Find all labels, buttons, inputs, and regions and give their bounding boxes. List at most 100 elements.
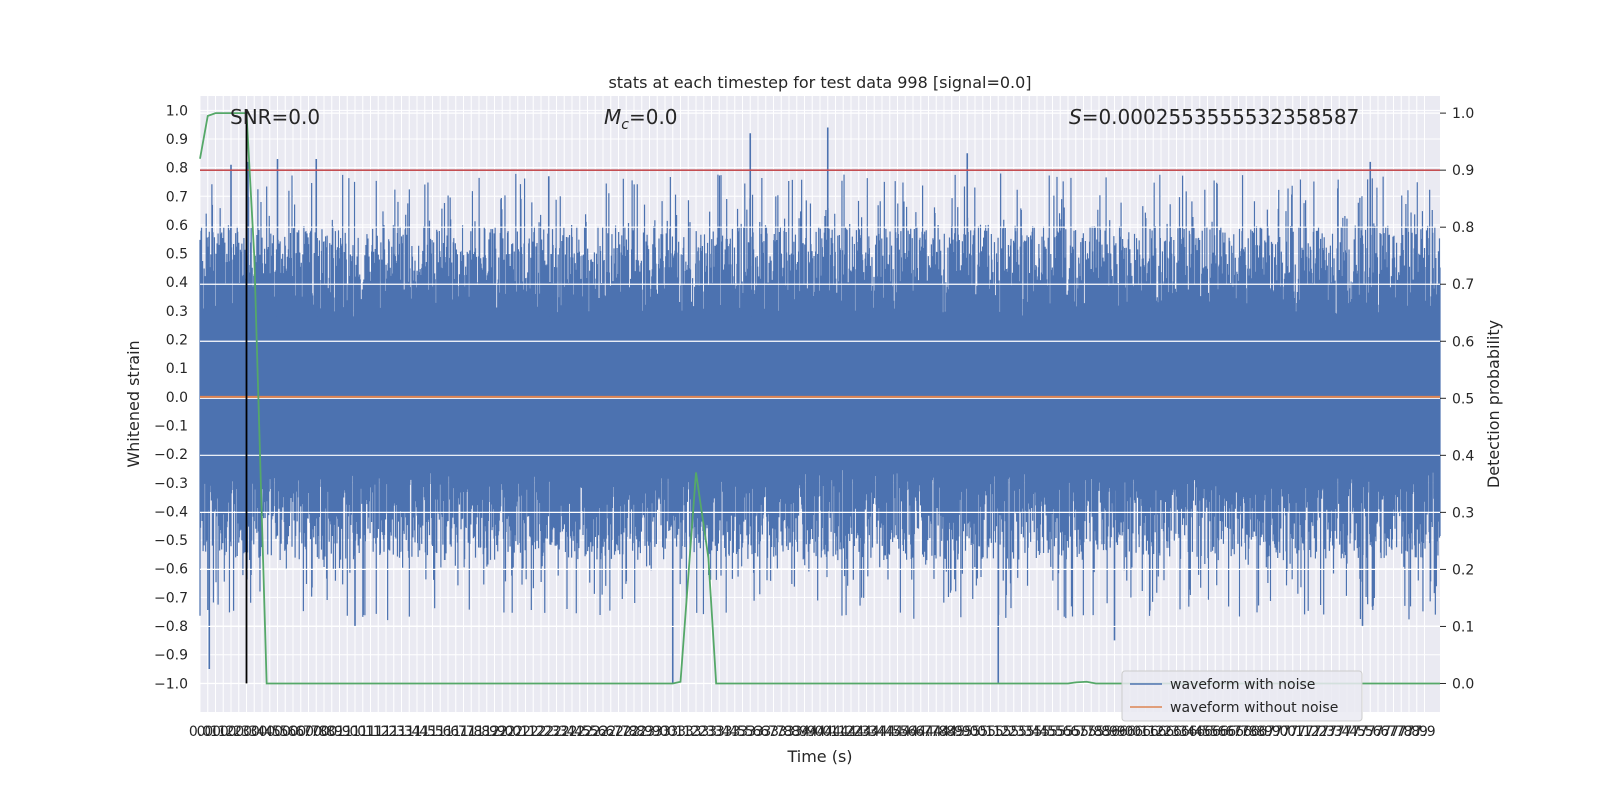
x-tick-label: 5.0 bbox=[964, 724, 986, 740]
x-tick-label: 7.0 bbox=[1266, 724, 1288, 740]
x-tick-label: 1.6 bbox=[429, 724, 451, 740]
x-tick-label: 5.7 bbox=[1065, 724, 1087, 740]
y-tick-label-right: 0.9 bbox=[1452, 163, 1474, 179]
x-tick-label: 1.2 bbox=[367, 724, 389, 740]
x-tick-label: 7.6 bbox=[1367, 724, 1389, 740]
mc-symbol: M bbox=[604, 105, 621, 129]
series-waveform-with-noise bbox=[199, 127, 1441, 684]
x-tick-label: 5.6 bbox=[1057, 724, 1079, 740]
x-tick-label: 2.1 bbox=[514, 724, 536, 740]
x-tick-label: 7.8 bbox=[1398, 724, 1420, 740]
x-tick-label: 0.3 bbox=[228, 724, 250, 740]
x-tick-label: 4.9 bbox=[941, 724, 963, 740]
x-tick-label: 3.6 bbox=[747, 724, 769, 740]
x-tick-label: 5.1 bbox=[972, 724, 994, 740]
x-tick-label: 1.2 bbox=[375, 724, 397, 740]
x-tick-label: 3.3 bbox=[693, 724, 715, 740]
x-tick-label: 3.4 bbox=[716, 724, 738, 740]
s-symbol: S bbox=[1069, 105, 1082, 129]
y-tick-label-right: 1.0 bbox=[1452, 106, 1474, 122]
x-tick-label: 6.5 bbox=[1196, 724, 1218, 740]
y-tick-label-right: 0.6 bbox=[1452, 334, 1474, 350]
x-tick-label: 7.9 bbox=[1406, 724, 1428, 740]
x-tick-label: 7.5 bbox=[1351, 724, 1373, 740]
x-tick-label: 4.9 bbox=[948, 724, 970, 740]
x-tick-label: 3.0 bbox=[654, 724, 676, 740]
x-tick-label: 6.5 bbox=[1189, 724, 1211, 740]
x-tick-label: 6.9 bbox=[1258, 724, 1280, 740]
x-tick-label: 0.1 bbox=[204, 724, 226, 740]
x-tick-label: 4.3 bbox=[855, 724, 877, 740]
x-tick-label: 3.1 bbox=[669, 724, 691, 740]
y-tick-label-left: 0.5 bbox=[166, 247, 188, 263]
x-tick-label: 2.1 bbox=[507, 724, 529, 740]
x-tick-label: 3.9 bbox=[793, 724, 815, 740]
x-tick-label: 2.3 bbox=[538, 724, 560, 740]
s-value: =0.0002553555532358587 bbox=[1082, 105, 1360, 129]
x-tick-label: 0.4 bbox=[243, 724, 265, 740]
x-tick-label: 7.6 bbox=[1359, 724, 1381, 740]
x-tick-label: 3.5 bbox=[724, 724, 746, 740]
x-tick-label: 7.4 bbox=[1336, 724, 1358, 740]
x-tick-label: 6.6 bbox=[1204, 724, 1226, 740]
x-tick-label: 5.8 bbox=[1088, 724, 1110, 740]
y-tick-label-left: 0.4 bbox=[166, 275, 188, 291]
x-tick-label: 2.4 bbox=[561, 724, 583, 740]
x-tick-label: 4.2 bbox=[840, 724, 862, 740]
x-tick-label: 7.5 bbox=[1344, 724, 1366, 740]
x-tick-label: 3.6 bbox=[739, 724, 761, 740]
x-tick-label: 5.1 bbox=[979, 724, 1001, 740]
legend-label-clean: waveform without noise bbox=[1170, 700, 1338, 716]
x-tick-label: 5.3 bbox=[1010, 724, 1032, 740]
x-tick-label: 7.0 bbox=[1274, 724, 1296, 740]
x-tick-label: 0.9 bbox=[328, 724, 350, 740]
x-tick-label: 1.0 bbox=[344, 724, 366, 740]
x-tick-label: 5.2 bbox=[987, 724, 1009, 740]
x-tick-label: 4.5 bbox=[879, 724, 901, 740]
x-tick-label: 0.7 bbox=[290, 724, 312, 740]
x-tick-label: 2.8 bbox=[615, 724, 637, 740]
y-tick-label-left: 0.3 bbox=[166, 304, 188, 320]
x-tick-label: 4.4 bbox=[871, 724, 893, 740]
x-tick-label: 4.4 bbox=[863, 724, 885, 740]
x-tick-label: 2.4 bbox=[553, 724, 575, 740]
mc-subscript: c bbox=[621, 117, 629, 133]
x-tick-label: 3.9 bbox=[786, 724, 808, 740]
y-tick-label-right: 0.3 bbox=[1452, 505, 1474, 521]
x-tick-label: 4.6 bbox=[902, 724, 924, 740]
y-tick-label-right: 0.7 bbox=[1452, 277, 1474, 293]
x-tick-label: 4.0 bbox=[809, 724, 831, 740]
x-tick-label: 7.4 bbox=[1328, 724, 1350, 740]
y-tick-label-left: 1.0 bbox=[166, 103, 188, 119]
snr-statistic-annotation: S=0.0002553555532358587 bbox=[1069, 105, 1359, 129]
x-tick-label: 0.5 bbox=[259, 724, 281, 740]
y-tick-label-right: 0.8 bbox=[1452, 220, 1474, 236]
x-tick-label: 6.7 bbox=[1227, 724, 1249, 740]
x-tick-label: 5.5 bbox=[1034, 724, 1056, 740]
x-tick-label: 3.5 bbox=[731, 724, 753, 740]
x-tick-label: 6.0 bbox=[1119, 724, 1141, 740]
x-tick-label: 1.3 bbox=[390, 724, 412, 740]
legend-label-noise: waveform with noise bbox=[1170, 677, 1315, 693]
x-tick-label: 7.2 bbox=[1305, 724, 1327, 740]
y-tick-label-left: −0.8 bbox=[154, 619, 188, 635]
x-tick-label: 7.1 bbox=[1289, 724, 1311, 740]
x-tick-label: 0.6 bbox=[282, 724, 304, 740]
x-tick-label: 0.8 bbox=[313, 724, 335, 740]
y-tick-label-left: −0.5 bbox=[154, 533, 188, 549]
x-tick-label: 5.3 bbox=[1003, 724, 1025, 740]
snr-annotation: SNR=0.0 bbox=[230, 105, 320, 129]
x-tick-label: 6.0 bbox=[1111, 724, 1133, 740]
y-tick-label-left: −0.7 bbox=[154, 590, 188, 606]
x-tick-label: 2.7 bbox=[600, 724, 622, 740]
x-tick-label: 3.0 bbox=[646, 724, 668, 740]
y-tick-label-right: 0.1 bbox=[1452, 619, 1474, 635]
x-tick-label: 0.1 bbox=[197, 724, 219, 740]
y-tick-label-left: −0.9 bbox=[154, 648, 188, 664]
y-tick-label-left: 0.7 bbox=[166, 189, 188, 205]
x-tick-label: 6.1 bbox=[1134, 724, 1156, 740]
x-tick-label: 3.2 bbox=[677, 724, 699, 740]
x-tick-label: 4.0 bbox=[801, 724, 823, 740]
x-tick-label: 7.7 bbox=[1375, 724, 1397, 740]
x-tick-label: 5.7 bbox=[1072, 724, 1094, 740]
